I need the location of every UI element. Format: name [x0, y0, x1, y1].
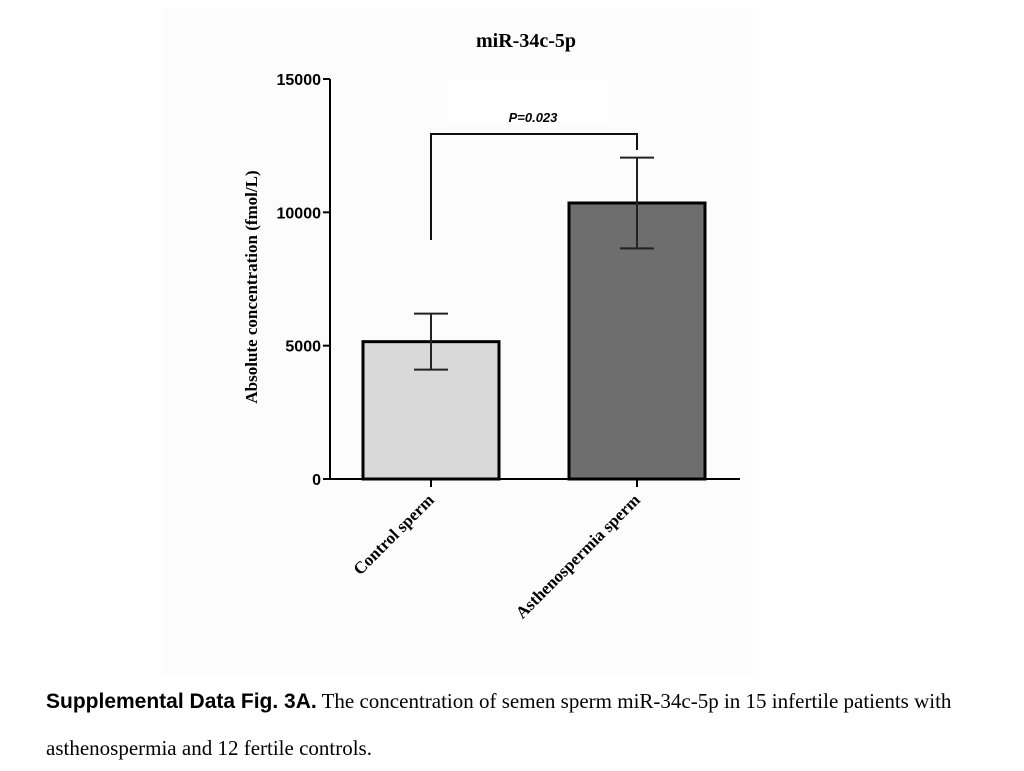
caption-label: Supplemental Data Fig. 3A. — [46, 690, 317, 713]
y-axis-title: Absolute concentration (fmol/L) — [242, 170, 261, 403]
caption-text: The concentration of semen sperm miR-34c… — [46, 689, 952, 760]
x-category-label: Control sperm — [349, 490, 437, 578]
y-tick-label: 10000 — [277, 205, 322, 222]
y-tick-label: 15000 — [277, 72, 322, 89]
p-value-label: P=0.023 — [509, 110, 559, 125]
y-tick-label: 0 — [312, 472, 321, 489]
significance-bracket — [430, 133, 638, 240]
x-category-label: Asthenospermia sperm — [512, 490, 644, 622]
chart-figure: miR-34c-5p Absolute concentration (fmol/… — [163, 8, 753, 676]
bar-chart: miR-34c-5p Absolute concentration (fmol/… — [242, 30, 740, 622]
figure-caption: Supplemental Data Fig. 3A. The concentra… — [46, 678, 986, 771]
plot-area: 0 5000 10000 15000 Control sperm Asthenosperm… — [277, 72, 740, 622]
y-tick-label: 5000 — [285, 339, 321, 356]
chart-title: miR-34c-5p — [476, 30, 576, 52]
annotation-background — [447, 80, 609, 122]
